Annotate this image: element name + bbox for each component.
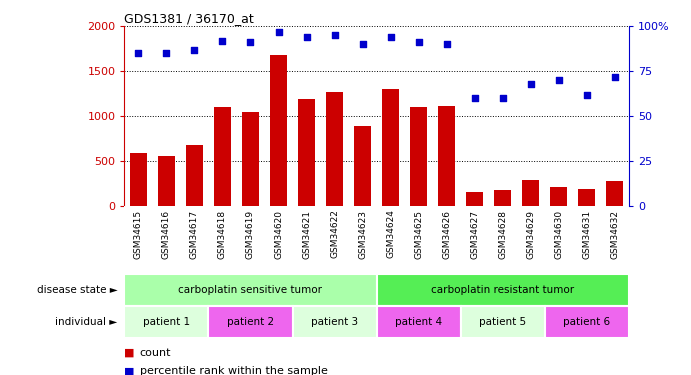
Point: [497, 95, 508, 101]
Text: ■: ■: [124, 348, 135, 357]
Text: GSM34630: GSM34630: [554, 210, 563, 259]
Point: [189, 46, 200, 53]
Point: [581, 92, 592, 98]
Text: GSM34628: GSM34628: [498, 210, 507, 259]
Point: [329, 32, 340, 38]
Text: count: count: [140, 348, 171, 357]
Bar: [209, 306, 292, 338]
Bar: [410, 107, 427, 206]
Text: patient 1: patient 1: [143, 316, 190, 327]
Point: [133, 50, 144, 56]
Text: GSM34622: GSM34622: [330, 210, 339, 258]
Text: GSM34627: GSM34627: [470, 210, 479, 259]
Point: [385, 34, 396, 40]
Bar: [130, 153, 146, 206]
Text: carboplatin resistant tumor: carboplatin resistant tumor: [431, 285, 574, 295]
Bar: [326, 92, 343, 206]
Bar: [522, 180, 539, 206]
Point: [217, 38, 228, 44]
Text: individual ►: individual ►: [55, 316, 117, 327]
Bar: [578, 189, 595, 206]
Text: GDS1381 / 36170_at: GDS1381 / 36170_at: [124, 12, 254, 25]
Text: GSM34621: GSM34621: [302, 210, 311, 259]
Point: [609, 74, 621, 80]
Text: GSM34632: GSM34632: [610, 210, 619, 259]
Bar: [158, 156, 175, 206]
Bar: [494, 190, 511, 206]
Text: patient 6: patient 6: [563, 316, 610, 327]
Text: GSM34619: GSM34619: [246, 210, 255, 259]
Text: GSM34618: GSM34618: [218, 210, 227, 259]
Point: [161, 50, 172, 56]
Text: carboplatin sensitive tumor: carboplatin sensitive tumor: [178, 285, 323, 295]
Bar: [461, 306, 545, 338]
Text: GSM34623: GSM34623: [358, 210, 367, 259]
Point: [553, 77, 565, 83]
Bar: [214, 107, 231, 206]
Text: patient 3: patient 3: [311, 316, 358, 327]
Bar: [545, 306, 629, 338]
Bar: [377, 306, 461, 338]
Text: GSM34624: GSM34624: [386, 210, 395, 258]
Point: [273, 28, 284, 34]
Text: GSM34629: GSM34629: [527, 210, 536, 259]
Point: [245, 39, 256, 45]
Point: [525, 81, 536, 87]
Bar: [550, 187, 567, 206]
Bar: [298, 99, 315, 206]
Text: GSM34631: GSM34631: [583, 210, 591, 259]
Bar: [438, 106, 455, 206]
Text: patient 5: patient 5: [479, 316, 527, 327]
Text: disease state ►: disease state ►: [37, 285, 117, 295]
Bar: [466, 192, 483, 206]
Point: [413, 39, 424, 45]
Text: patient 4: patient 4: [395, 316, 442, 327]
Bar: [124, 306, 209, 338]
Text: GSM34625: GSM34625: [414, 210, 423, 259]
Point: [357, 41, 368, 47]
Text: GSM34626: GSM34626: [442, 210, 451, 259]
Text: GSM34615: GSM34615: [134, 210, 143, 259]
Text: patient 2: patient 2: [227, 316, 274, 327]
Bar: [186, 145, 203, 206]
Text: ■: ■: [124, 366, 135, 375]
Point: [301, 34, 312, 40]
Bar: [377, 274, 629, 306]
Point: [441, 41, 452, 47]
Bar: [607, 181, 623, 206]
Text: GSM34620: GSM34620: [274, 210, 283, 259]
Point: [469, 95, 480, 101]
Bar: [270, 55, 287, 206]
Text: percentile rank within the sample: percentile rank within the sample: [140, 366, 328, 375]
Bar: [354, 126, 371, 206]
Bar: [242, 112, 259, 206]
Bar: [292, 306, 377, 338]
Bar: [382, 89, 399, 206]
Text: GSM34616: GSM34616: [162, 210, 171, 259]
Bar: [124, 274, 377, 306]
Text: GSM34617: GSM34617: [190, 210, 199, 259]
